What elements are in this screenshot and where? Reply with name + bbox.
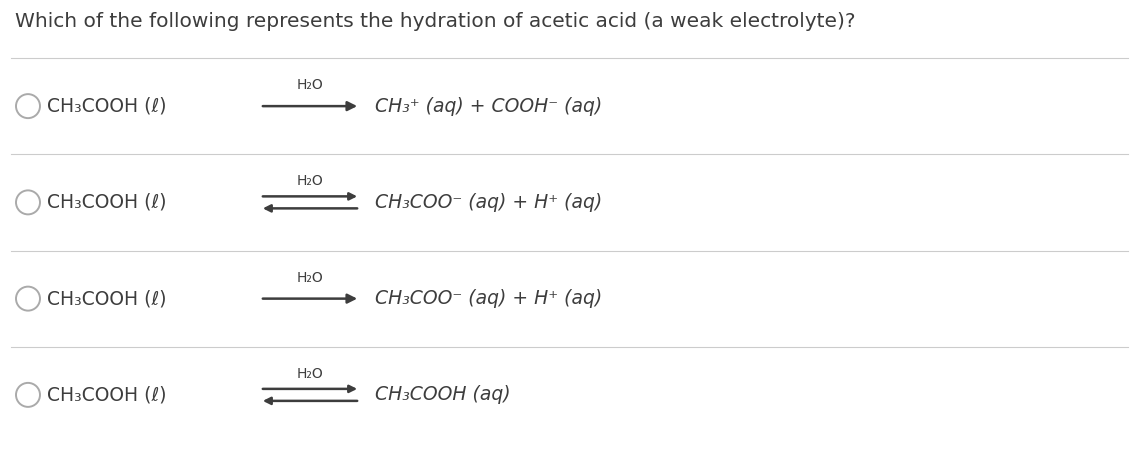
Text: CH₃COOH (ℓ): CH₃COOH (ℓ) bbox=[47, 289, 166, 308]
Text: CH₃COOH (aq): CH₃COOH (aq) bbox=[375, 386, 510, 405]
Text: H₂O: H₂O bbox=[296, 174, 323, 188]
Text: CH₃COOH (ℓ): CH₃COOH (ℓ) bbox=[47, 386, 166, 405]
Text: Which of the following represents the hydration of acetic acid (a weak electroly: Which of the following represents the hy… bbox=[15, 12, 855, 31]
Text: CH₃⁺ (aq) + COOH⁻ (aq): CH₃⁺ (aq) + COOH⁻ (aq) bbox=[375, 96, 603, 116]
Text: H₂O: H₂O bbox=[296, 270, 323, 284]
Text: H₂O: H₂O bbox=[296, 367, 323, 381]
Text: CH₃COO⁻ (aq) + H⁺ (aq): CH₃COO⁻ (aq) + H⁺ (aq) bbox=[375, 289, 603, 308]
Text: CH₃COOH (ℓ): CH₃COOH (ℓ) bbox=[47, 96, 166, 116]
Text: CH₃COO⁻ (aq) + H⁺ (aq): CH₃COO⁻ (aq) + H⁺ (aq) bbox=[375, 193, 603, 212]
Text: H₂O: H₂O bbox=[296, 78, 323, 92]
Text: CH₃COOH (ℓ): CH₃COOH (ℓ) bbox=[47, 193, 166, 212]
